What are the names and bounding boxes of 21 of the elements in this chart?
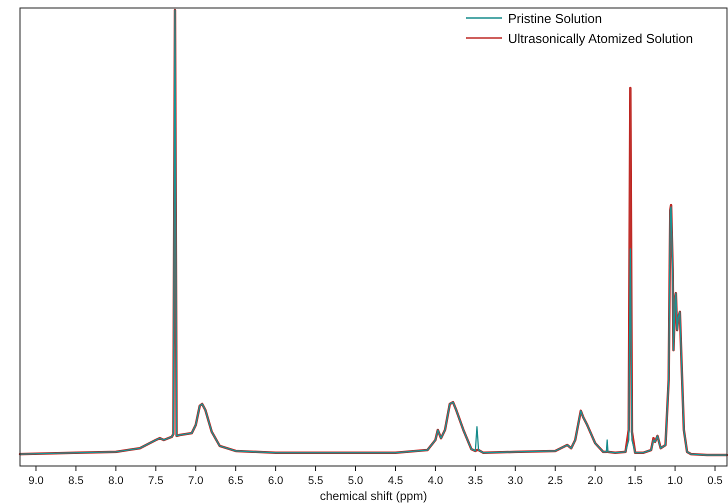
x-tick-label: 7.0: [188, 475, 204, 487]
x-tick-label: 0.5: [707, 475, 723, 487]
x-tick-label: 6.5: [228, 475, 244, 487]
x-tick-label: 8.5: [68, 475, 84, 487]
x-tick-label: 6.0: [268, 475, 284, 487]
x-tick-label: 9.0: [28, 475, 44, 487]
legend-label: Ultrasonically Atomized Solution: [508, 31, 693, 46]
x-tick-label: 2.5: [548, 475, 563, 487]
legend-label: Pristine Solution: [508, 11, 602, 26]
x-tick-label: 3.0: [508, 475, 523, 487]
x-tick-label: 7.5: [148, 475, 164, 487]
x-axis-title: chemical shift (ppm): [320, 489, 428, 503]
x-tick-label: 1.0: [667, 475, 683, 487]
x-tick-label: 1.5: [627, 475, 643, 487]
x-tick-label: 8.0: [108, 475, 124, 487]
x-tick-label: 4.5: [388, 475, 404, 487]
x-tick-label: 2.0: [588, 475, 603, 487]
x-tick-label: 4.0: [428, 475, 444, 487]
x-tick-label: 5.0: [348, 475, 364, 487]
x-tick-label: 3.5: [468, 475, 484, 487]
x-tick-label: 5.5: [308, 475, 324, 487]
